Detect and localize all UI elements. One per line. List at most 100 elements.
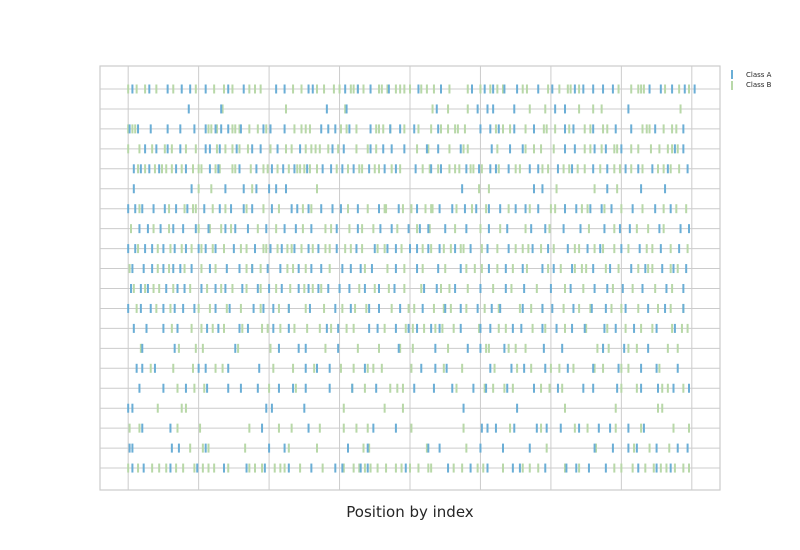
- event-mark-class-b: [459, 244, 462, 254]
- event-mark-class-a: [369, 144, 372, 154]
- event-mark-class-b: [485, 343, 488, 353]
- event-mark-class-a: [499, 303, 502, 313]
- event-mark-class-a: [561, 343, 564, 353]
- event-mark-class-b: [688, 84, 690, 94]
- event-mark-class-a: [564, 124, 566, 134]
- event-mark-class-b: [227, 463, 230, 473]
- event-mark-class-a: [640, 383, 643, 393]
- event-mark-class-b: [132, 284, 135, 293]
- event-mark-class-b: [620, 303, 623, 313]
- event-mark-class-a: [337, 343, 340, 353]
- event-mark-class-b: [272, 363, 275, 373]
- event-mark-class-b: [504, 323, 507, 333]
- event-mark-class-b: [293, 323, 296, 333]
- event-mark-class-b: [323, 303, 326, 313]
- event-mark-class-b: [138, 423, 141, 433]
- event-mark-class-a: [630, 124, 633, 134]
- event-mark-class-b: [369, 463, 372, 473]
- event-mark-class-a: [255, 164, 258, 174]
- event-mark-class-b: [671, 124, 674, 134]
- event-mark-class-a: [187, 104, 190, 114]
- event-mark-class-a: [475, 204, 478, 214]
- event-mark-class-b: [461, 363, 464, 373]
- event-mark-class-a: [328, 363, 331, 373]
- event-mark-class-b: [510, 284, 513, 293]
- event-mark-class-a: [409, 244, 411, 254]
- event-mark-class-a: [617, 363, 620, 373]
- event-mark-class-b: [341, 303, 344, 313]
- event-mark-class-a: [382, 144, 385, 154]
- event-mark-class-b: [246, 144, 249, 154]
- event-mark-class-a: [465, 164, 468, 174]
- event-mark-class-a: [341, 463, 344, 473]
- event-mark-class-a: [509, 144, 512, 154]
- event-mark-class-a: [628, 224, 631, 234]
- event-mark-class-b: [449, 303, 452, 313]
- event-mark-class-b: [658, 363, 661, 373]
- event-mark-class-b: [127, 463, 130, 473]
- event-mark-class-b: [231, 84, 234, 94]
- event-mark-class-b: [566, 84, 569, 94]
- event-mark-class-b: [573, 264, 576, 274]
- event-mark-class-a: [476, 104, 479, 114]
- event-mark-class-a: [480, 423, 483, 433]
- event-mark-class-a: [579, 224, 582, 234]
- event-mark-class-a: [486, 423, 489, 433]
- x-axis-label: Position by index: [346, 503, 473, 521]
- event-mark-class-a: [269, 244, 272, 254]
- event-mark-class-b: [462, 423, 465, 433]
- event-mark-class-b: [221, 104, 224, 114]
- event-mark-class-b: [375, 124, 378, 134]
- event-mark-class-a: [593, 144, 596, 154]
- event-mark-class-b: [203, 383, 206, 393]
- event-mark-class-b: [430, 463, 433, 473]
- event-mark-class-b: [318, 144, 321, 154]
- event-mark-class-a: [277, 383, 280, 393]
- event-mark-class-a: [297, 284, 300, 293]
- event-mark-class-a: [602, 343, 605, 353]
- event-mark-class-a: [368, 303, 371, 313]
- event-mark-class-a: [223, 463, 225, 473]
- event-mark-class-b: [528, 204, 531, 214]
- event-mark-class-b: [427, 144, 430, 154]
- event-mark-class-b: [666, 343, 669, 353]
- event-mark-class-b: [516, 363, 519, 373]
- event-mark-class-b: [442, 244, 445, 254]
- event-mark-class-b: [127, 124, 130, 134]
- event-mark-class-b: [572, 363, 575, 373]
- event-mark-class-a: [688, 224, 690, 234]
- event-mark-class-b: [618, 164, 621, 174]
- event-mark-class-b: [521, 84, 524, 94]
- event-mark-class-a: [547, 244, 550, 254]
- event-mark-class-a: [510, 363, 513, 373]
- event-mark-class-b: [675, 124, 678, 134]
- event-mark-class-a: [325, 104, 328, 114]
- event-mark-class-b: [416, 144, 419, 154]
- event-mark-class-b: [417, 463, 420, 473]
- event-mark-class-a: [572, 124, 575, 134]
- event-mark-class-b: [662, 164, 665, 174]
- event-mark-class-b: [648, 124, 651, 134]
- event-mark-class-a: [490, 303, 493, 313]
- event-mark-class-b: [637, 144, 640, 154]
- event-mark-class-b: [417, 124, 420, 134]
- event-mark-class-b: [165, 463, 168, 473]
- event-mark-class-b: [447, 124, 450, 134]
- event-mark-class-a: [179, 124, 182, 134]
- event-mark-class-a: [204, 443, 207, 453]
- event-mark-class-b: [583, 164, 586, 174]
- event-mark-class-b: [420, 284, 423, 293]
- event-mark-class-b: [214, 264, 217, 274]
- event-mark-class-b: [645, 124, 648, 134]
- event-mark-class-b: [425, 84, 428, 94]
- event-mark-class-a: [393, 284, 396, 293]
- event-mark-class-a: [217, 164, 220, 174]
- event-mark-class-b: [682, 463, 685, 473]
- event-mark-class-b: [248, 84, 251, 94]
- event-mark-class-a: [678, 244, 681, 254]
- event-mark-class-b: [633, 443, 636, 453]
- event-mark-class-b: [554, 204, 557, 214]
- event-mark-class-b: [304, 264, 307, 274]
- event-mark-class-b: [652, 463, 655, 473]
